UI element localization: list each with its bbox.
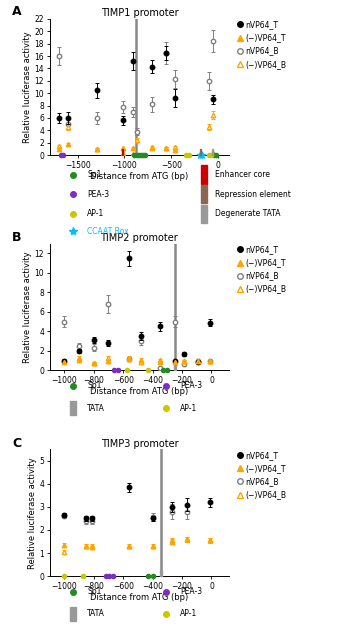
Text: Sp1: Sp1: [88, 381, 102, 391]
Title: TIMP3 promoter: TIMP3 promoter: [101, 439, 178, 449]
Point: [186, 150, 192, 160]
Legend: nVP64_T, (−)VP64_T, nVP64_B, (−)VP64_B: nVP64_T, (−)VP64_T, nVP64_B, (−)VP64_B: [237, 20, 287, 69]
Legend: nVP64_T, (−)VP64_T, nVP64_B, (−)VP64_B: nVP64_T, (−)VP64_T, nVP64_B, (−)VP64_B: [237, 245, 287, 294]
Point: [60, 150, 65, 160]
Bar: [159, 570, 162, 576]
Text: B: B: [12, 231, 22, 244]
Bar: [70, 401, 76, 415]
Text: AP-1: AP-1: [181, 609, 198, 618]
Text: A: A: [12, 5, 22, 18]
Point: [139, 150, 144, 160]
Text: PEA-3: PEA-3: [88, 190, 109, 199]
Text: Sp1: Sp1: [88, 587, 102, 596]
Text: CCAAT Box: CCAAT Box: [88, 227, 129, 236]
Bar: [70, 606, 76, 621]
Bar: [122, 149, 123, 155]
Bar: [201, 205, 207, 223]
Point: [145, 365, 151, 375]
Point: [160, 365, 166, 375]
Text: TATA: TATA: [88, 403, 105, 413]
Point: [206, 150, 212, 160]
Bar: [200, 149, 201, 155]
Point: [211, 150, 216, 160]
X-axis label: Distance from ATG (bp): Distance from ATG (bp): [90, 172, 188, 181]
Bar: [201, 165, 207, 184]
Point: [58, 150, 64, 160]
Text: Repression element: Repression element: [215, 190, 291, 199]
Point: [199, 150, 204, 160]
Text: Enhancer core: Enhancer core: [215, 170, 270, 179]
Point: [136, 150, 142, 160]
Text: Sp1: Sp1: [88, 170, 102, 179]
Point: [124, 365, 130, 375]
Point: [164, 365, 169, 375]
Title: TIMP2 promoter: TIMP2 promoter: [101, 233, 178, 243]
Point: [103, 571, 108, 581]
Bar: [201, 185, 207, 203]
Bar: [173, 365, 176, 370]
Text: AP-1: AP-1: [88, 210, 105, 218]
Bar: [212, 149, 213, 155]
Text: C: C: [12, 437, 21, 450]
Point: [134, 150, 139, 160]
Text: TATA: TATA: [88, 609, 105, 618]
Title: TIMP1 promoter: TIMP1 promoter: [101, 8, 178, 18]
Y-axis label: Relative luciferase activity: Relative luciferase activity: [28, 457, 37, 568]
Point: [62, 571, 67, 581]
Point: [110, 571, 116, 581]
X-axis label: Distance from ATG (bp): Distance from ATG (bp): [90, 592, 188, 602]
Point: [143, 150, 148, 160]
Point: [183, 150, 189, 160]
X-axis label: Distance from ATG (bp): Distance from ATG (bp): [90, 387, 188, 396]
Text: Degenerate TATA: Degenerate TATA: [215, 210, 281, 218]
Y-axis label: Relative luciferase activity: Relative luciferase activity: [23, 251, 32, 363]
Point: [197, 150, 202, 160]
Point: [106, 571, 112, 581]
Point: [131, 150, 136, 160]
Legend: nVP64_T, (−)VP64_T, nVP64_B, (−)VP64_B: nVP64_T, (−)VP64_T, nVP64_B, (−)VP64_B: [237, 451, 287, 499]
Text: PEA-3: PEA-3: [181, 381, 202, 391]
Point: [81, 571, 86, 581]
Y-axis label: Relative luciferase activity: Relative luciferase activity: [23, 31, 32, 143]
Point: [140, 150, 146, 160]
Point: [213, 150, 218, 160]
Point: [208, 150, 214, 160]
Point: [150, 571, 156, 581]
Text: PEA-3: PEA-3: [181, 587, 202, 596]
Point: [111, 365, 117, 375]
Point: [145, 571, 151, 581]
Point: [115, 365, 121, 375]
Text: AP-1: AP-1: [181, 403, 198, 413]
